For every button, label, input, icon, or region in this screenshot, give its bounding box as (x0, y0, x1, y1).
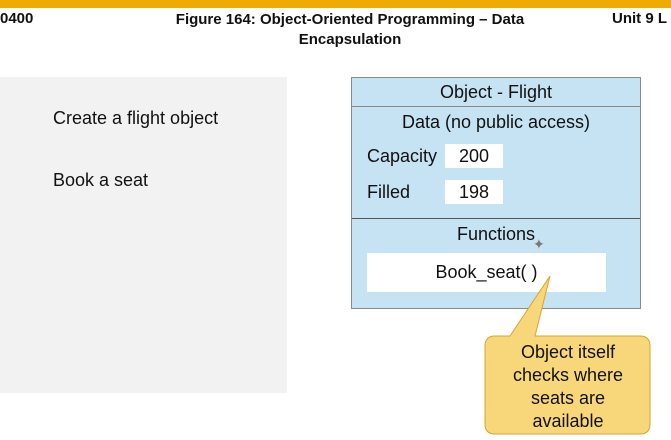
cursor-icon: ✦ (533, 236, 545, 252)
section-divider (352, 218, 640, 219)
callout-bubble (484, 276, 651, 435)
unit-label: Unit 9 L (612, 10, 667, 27)
action-book-seat: Book a seat (53, 170, 149, 190)
callout-line: seats are (530, 388, 606, 408)
object-title: Object - Flight (352, 78, 640, 107)
filled-value: 198 (445, 180, 503, 204)
data-section-title: Data (no public access) (401, 112, 591, 132)
actions-panel: Create a flight object Book a seat (0, 77, 287, 393)
callout-line: available (532, 411, 604, 431)
filled-label: Filled (367, 182, 411, 202)
figure-title: Figure 164: Object-Oriented Programming … (175, 11, 525, 48)
callout-text: Object itself checks where seats are ava… (488, 341, 648, 433)
flight-object-box: Object - Flight Data (no public access) … (351, 77, 641, 309)
capacity-value: 200 (445, 144, 503, 168)
book-seat-function: Book_seat( ) (367, 253, 606, 292)
callout-line: checks where (512, 365, 624, 385)
capacity-label: Capacity (367, 146, 438, 166)
top-accent-bar (0, 0, 671, 8)
callout-line: Object itself (520, 342, 616, 362)
functions-title: Functions (456, 224, 536, 244)
action-create-flight: Create a flight object (53, 108, 219, 128)
course-code: 0400 (0, 10, 34, 27)
